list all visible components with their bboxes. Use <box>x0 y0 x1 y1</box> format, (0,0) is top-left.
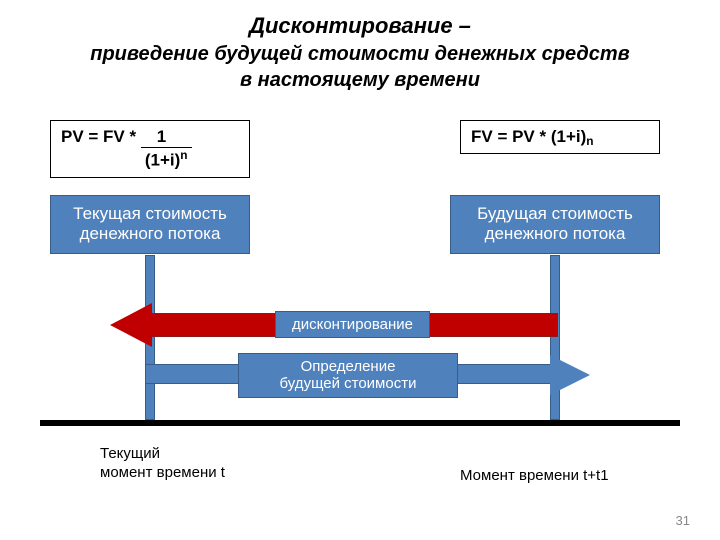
timeline-baseline <box>40 420 680 426</box>
title-line-1: Дисконтирование – <box>0 12 720 41</box>
fv-arrow-label-l2: будущей стоимости <box>247 375 449 392</box>
pv-formula-denominator: (1+i)n <box>141 148 192 171</box>
future-value-arrow-head <box>550 355 590 395</box>
fv-arrow-label-l1: Определение <box>247 358 449 375</box>
discount-arrow-head <box>110 303 152 347</box>
discount-arrow-label: дисконтирование <box>275 311 430 338</box>
time-label-future: Момент времени t+t1 <box>460 467 609 486</box>
fv-formula-box: FV = PV * (1+i)n <box>460 120 660 154</box>
fv-concept-line2: денежного потока <box>457 224 653 244</box>
fv-concept-line1: Будущая стоимость <box>457 204 653 224</box>
fv-formula-text: FV = PV * (1+i) <box>471 127 586 146</box>
slide-title: Дисконтирование – приведение будущей сто… <box>0 0 720 93</box>
pv-formula-prefix: PV = FV * <box>61 127 141 146</box>
title-line-2: приведение будущей стоимости денежных ср… <box>0 41 720 67</box>
time-label-current-l1: Текущий <box>100 445 225 464</box>
fv-formula-exponent: n <box>586 134 593 148</box>
pv-formula-fraction: 1 (1+i)n <box>141 127 192 171</box>
fv-concept-box: Будущая стоимость денежного потока <box>450 195 660 254</box>
page-number: 31 <box>676 513 690 528</box>
future-value-arrow-label: Определение будущей стоимости <box>238 353 458 398</box>
pv-concept-line1: Текущая стоимость <box>57 204 243 224</box>
pv-formula-numerator: 1 <box>141 127 192 148</box>
time-label-current-l2: момент времени t <box>100 464 225 483</box>
pv-concept-line2: денежного потока <box>57 224 243 244</box>
title-line-3: в настоящему времени <box>0 67 720 93</box>
pv-concept-box: Текущая стоимость денежного потока <box>50 195 250 254</box>
time-label-current: Текущий момент времени t <box>100 445 225 483</box>
pv-formula-box: PV = FV * 1 (1+i)n <box>50 120 250 178</box>
